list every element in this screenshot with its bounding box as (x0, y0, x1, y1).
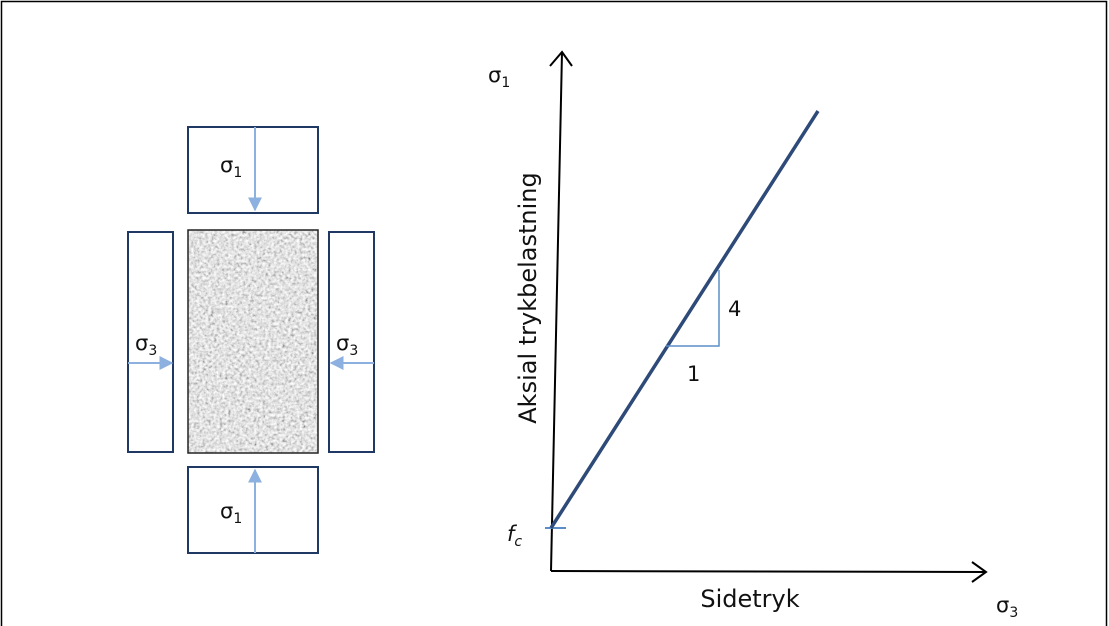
subscript: 1 (233, 165, 242, 181)
y-axis (550, 52, 572, 571)
subscript: 3 (1009, 605, 1018, 621)
page: σ1 σ3 σ3 σ1 4 1 σ1 σ3 Aksial trykbelastn… (0, 0, 1109, 626)
failure-line (551, 111, 818, 528)
slope-run: 1 (687, 362, 700, 386)
symbol: σ (220, 499, 233, 523)
load-plate-top (188, 127, 318, 213)
x-axis (551, 562, 986, 582)
load-plate-bottom (188, 467, 318, 553)
slope-rise: 4 (728, 297, 741, 321)
subscript: 3 (148, 343, 157, 359)
subscript: c (514, 534, 522, 550)
symbol: σ (336, 331, 349, 355)
x-axis-symbol: σ3 (996, 593, 1018, 621)
diagram: σ1 σ3 σ3 σ1 4 1 σ1 σ3 Aksial trykbelastn… (0, 0, 1109, 626)
symbol: σ (996, 593, 1009, 617)
y-axis-label: Aksial trykbelastning (514, 172, 542, 423)
symbol: σ (220, 153, 233, 177)
subscript: 3 (349, 343, 358, 359)
symbol: σ (135, 331, 148, 355)
x-axis-label: Sidetryk (700, 585, 799, 613)
specimen (188, 230, 318, 453)
intercept-label: fc (507, 522, 522, 550)
subscript: 1 (233, 511, 242, 527)
symbol: σ (488, 63, 501, 87)
y-axis-symbol: σ1 (488, 63, 510, 91)
subscript: 1 (501, 75, 510, 91)
